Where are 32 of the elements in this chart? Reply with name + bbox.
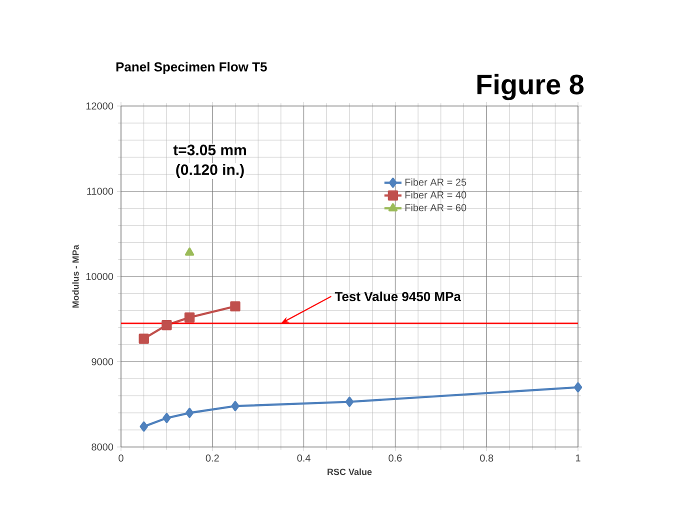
point <box>138 334 149 344</box>
point <box>574 382 582 392</box>
x-tick-label: 0.6 <box>388 454 402 462</box>
annotation: (0.120 in.) <box>176 164 244 178</box>
y-tick-label: 11000 <box>87 188 114 195</box>
point <box>184 312 195 323</box>
point <box>162 320 172 330</box>
point <box>185 408 194 418</box>
legend-label: Fiber AR = 60 <box>405 204 466 212</box>
y-tick-label: 10000 <box>86 272 114 280</box>
y-tick-label: 8000 <box>92 443 114 451</box>
chart-title: Panel Specimen Flow T5 <box>116 62 267 74</box>
point <box>231 400 240 412</box>
x-tick-label: 0 <box>118 454 124 462</box>
legend-label: Fiber AR = 40 <box>405 191 466 198</box>
y-axis-title: Modulus - MPa <box>72 244 79 308</box>
legend-label: Fiber AR = 25 <box>405 178 466 186</box>
point <box>345 396 354 407</box>
ref-line-label: Test Value 9450 MPa <box>334 292 462 302</box>
y-tick-label: 9000 <box>92 358 114 366</box>
x-axis-title: RSC Value <box>328 468 372 476</box>
point <box>230 301 240 312</box>
caption: Figure 8 <box>477 74 584 100</box>
x-tick-label: 0.4 <box>297 454 310 462</box>
x-tick-label: 1 <box>576 454 580 462</box>
x-tick-label: 0.2 <box>206 454 219 462</box>
point <box>140 421 148 432</box>
point <box>184 248 194 256</box>
x-tick-label: 0.8 <box>480 454 494 462</box>
point <box>162 412 171 424</box>
annotation: t=3.05 mm <box>173 144 246 156</box>
y-tick-label: 12000 <box>86 102 114 110</box>
